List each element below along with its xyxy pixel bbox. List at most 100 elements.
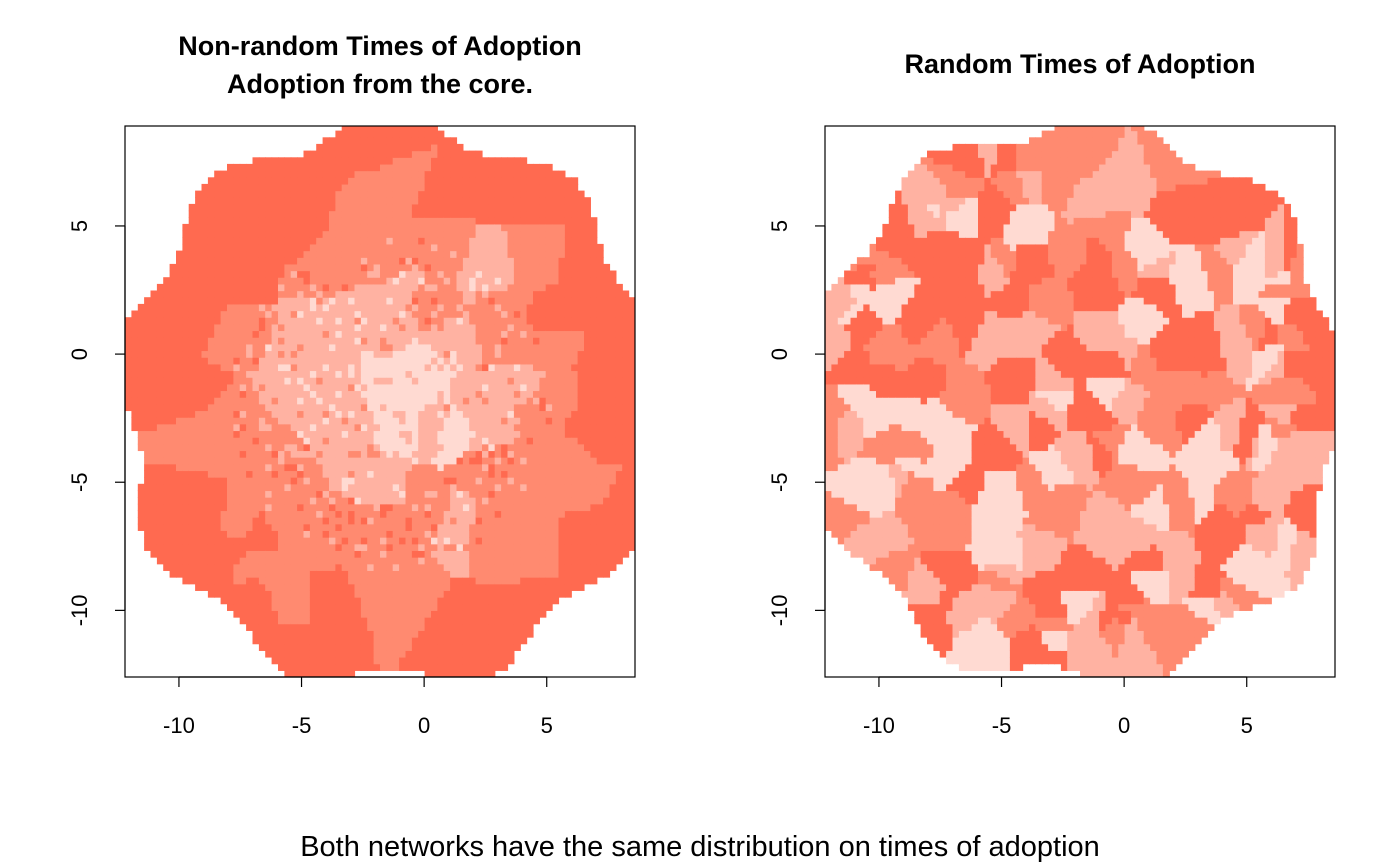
heatmap-cell bbox=[399, 663, 407, 671]
heatmap-cell bbox=[144, 443, 152, 452]
heatmap-cell bbox=[577, 443, 585, 452]
heatmap-cell bbox=[182, 257, 190, 265]
heatmap-cell bbox=[290, 643, 298, 651]
heatmap-cell bbox=[380, 217, 387, 225]
heatmap-cell bbox=[405, 323, 413, 332]
heatmap-cell bbox=[278, 330, 285, 338]
heatmap-cell bbox=[462, 343, 470, 352]
heatmap-cell bbox=[533, 203, 540, 212]
heatmap-cell bbox=[214, 410, 222, 418]
heatmap-cell bbox=[405, 310, 413, 318]
heatmap-cell bbox=[501, 637, 509, 645]
heatmap-cell bbox=[437, 363, 445, 372]
heatmap-cell bbox=[488, 430, 496, 438]
heatmap-cell bbox=[507, 503, 515, 512]
heatmap-cell bbox=[431, 337, 438, 345]
heatmap-cell bbox=[520, 417, 528, 425]
heatmap-cell bbox=[258, 430, 266, 438]
heatmap-cell bbox=[513, 410, 521, 418]
heatmap-cell bbox=[316, 477, 324, 485]
heatmap-cell bbox=[252, 510, 260, 518]
heatmap-cell bbox=[443, 570, 451, 578]
heatmap-cell bbox=[367, 457, 375, 465]
heatmap-cell bbox=[360, 283, 368, 292]
heatmap-cell bbox=[220, 477, 228, 485]
heatmap-cell bbox=[533, 257, 540, 265]
heatmap-cell bbox=[329, 603, 336, 611]
heatmap-cell bbox=[278, 303, 285, 312]
heatmap-cell bbox=[271, 263, 279, 272]
heatmap-cell bbox=[265, 590, 273, 598]
heatmap-cell bbox=[526, 583, 534, 591]
heatmap-cell bbox=[309, 530, 317, 538]
heatmap-cell bbox=[513, 543, 521, 551]
heatmap-cell bbox=[469, 177, 477, 185]
heatmap-cell bbox=[341, 630, 349, 638]
heatmap-cell bbox=[494, 517, 502, 525]
heatmap-cell bbox=[380, 610, 387, 618]
heatmap-cell bbox=[571, 403, 579, 412]
heatmap-cell bbox=[392, 663, 400, 671]
heatmap-cell bbox=[533, 450, 540, 458]
heatmap-cell bbox=[278, 317, 285, 325]
heatmap-cell bbox=[176, 570, 183, 578]
heatmap-cell bbox=[418, 230, 426, 238]
heatmap-cell bbox=[169, 423, 177, 432]
heatmap-cell bbox=[475, 157, 483, 165]
heatmap-cell bbox=[284, 337, 292, 345]
heatmap-cell bbox=[182, 543, 190, 551]
heatmap-cell bbox=[399, 543, 407, 551]
heatmap-cell bbox=[265, 537, 273, 545]
heatmap-cell bbox=[450, 397, 458, 405]
heatmap-cell bbox=[182, 370, 190, 378]
heatmap-cell bbox=[411, 590, 419, 598]
heatmap-cell bbox=[386, 377, 394, 385]
heatmap-cell bbox=[411, 330, 419, 338]
heatmap-cell bbox=[316, 490, 324, 498]
heatmap-cell bbox=[297, 597, 305, 605]
heatmap-cell bbox=[469, 163, 477, 172]
heatmap-cell bbox=[462, 397, 470, 405]
heatmap-cell bbox=[577, 537, 585, 545]
heatmap-cell bbox=[316, 263, 324, 272]
heatmap-cell bbox=[239, 297, 247, 305]
heatmap-cell bbox=[246, 497, 254, 505]
heatmap-cell bbox=[227, 277, 234, 285]
heatmap-cell bbox=[258, 483, 266, 492]
heatmap-cell bbox=[526, 410, 534, 418]
heatmap-cell bbox=[501, 523, 509, 531]
heatmap-cell bbox=[443, 637, 451, 645]
heatmap-cell bbox=[494, 577, 502, 585]
heatmap-cell bbox=[424, 570, 432, 578]
heatmap-cell bbox=[335, 570, 343, 578]
heatmap-cell bbox=[201, 523, 209, 531]
heatmap-cell bbox=[520, 623, 528, 631]
heatmap-cell bbox=[278, 177, 285, 185]
heatmap-cell bbox=[348, 243, 356, 252]
heatmap-cell bbox=[207, 363, 215, 372]
heatmap-cell bbox=[418, 283, 426, 292]
heatmap-cell bbox=[278, 430, 285, 438]
heatmap-cell bbox=[322, 530, 330, 538]
heatmap-cell bbox=[424, 163, 432, 172]
heatmap-cell bbox=[405, 610, 413, 618]
heatmap-cell bbox=[176, 517, 183, 525]
heatmap-cell bbox=[239, 463, 247, 472]
heatmap-cell bbox=[392, 623, 400, 631]
heatmap-cell bbox=[246, 203, 254, 212]
heatmap-cell bbox=[354, 170, 362, 178]
heatmap-cell bbox=[297, 317, 305, 325]
heatmap-cell bbox=[456, 337, 464, 345]
heatmap-cell bbox=[405, 623, 413, 631]
heatmap-cell bbox=[380, 290, 387, 298]
heatmap-cell bbox=[411, 663, 419, 671]
heatmap-cell bbox=[169, 363, 177, 372]
heatmap-cell bbox=[258, 530, 266, 538]
heatmap-cell bbox=[258, 217, 266, 225]
heatmap-cell bbox=[367, 277, 375, 285]
heatmap-cell bbox=[456, 330, 464, 338]
heatmap-cell bbox=[239, 390, 247, 398]
heatmap-cell bbox=[545, 170, 553, 178]
heatmap-cell bbox=[373, 250, 381, 258]
heatmap-cell bbox=[220, 283, 228, 292]
